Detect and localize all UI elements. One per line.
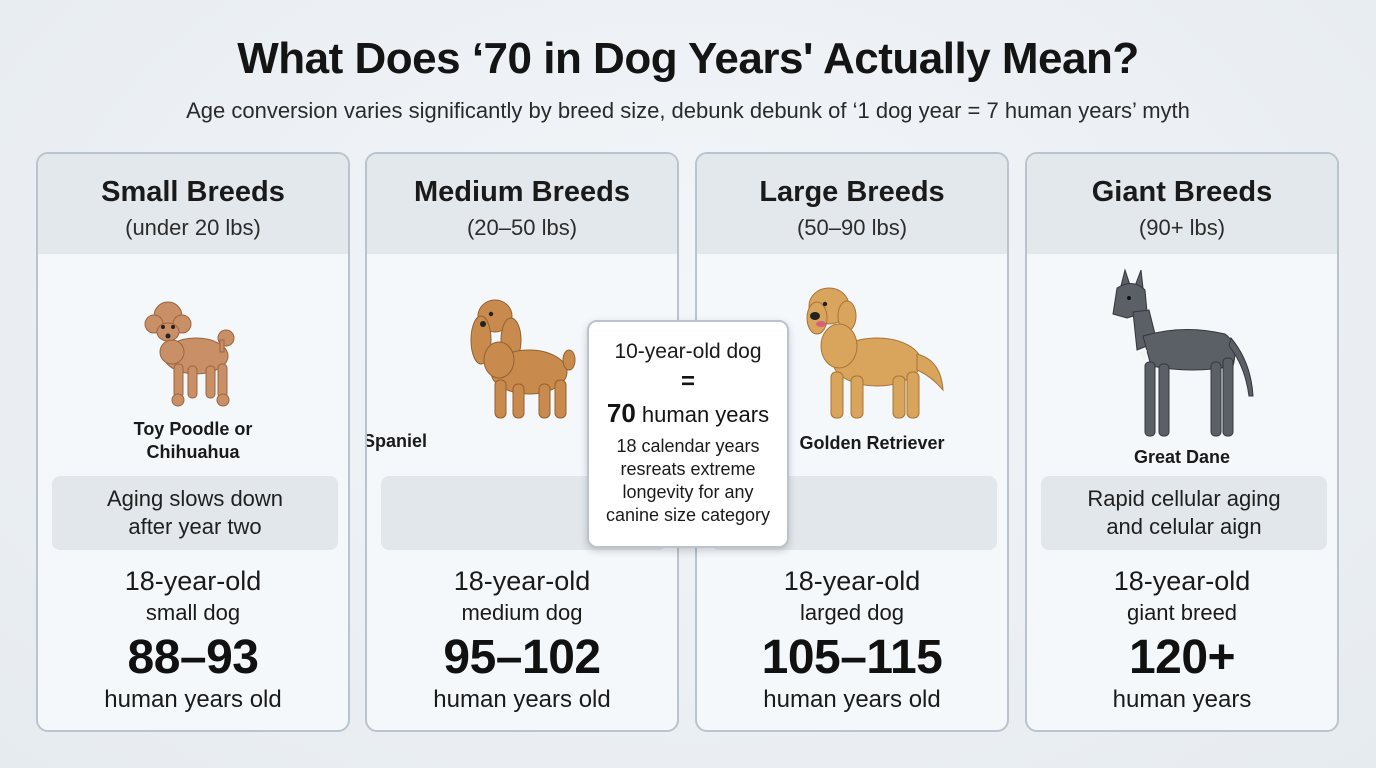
callout-equals-sign: = [680,368,695,395]
dog-age: 18-year-old [124,566,262,596]
human-age-range: 95–102 [443,631,601,684]
callout-note-line4: canine size category [605,505,771,525]
card-weight-range: (under 20 lbs) [125,215,261,240]
callout-note-line3: longevity for any [622,482,754,502]
breed-name: Golden Retriever [799,433,945,453]
cocker-spaniel-icon [470,299,576,419]
breed-name-line2: Chihuahua [146,442,240,462]
dog-age: 18-year-old [1113,566,1251,596]
human-age-range: 105–115 [761,631,943,684]
dog-age: 18-year-old [453,566,591,596]
human-age-range: 88–93 [127,631,259,684]
callout-note-line2: resreats extreme [620,459,756,479]
poodle-icon [144,301,235,407]
dog-illustration-area [697,254,1007,474]
human-age-unit: human years [1112,686,1252,713]
callout-note: 18 calendar years resreats extreme longe… [589,435,787,527]
great-dane-icon [1112,268,1254,437]
dog-size-label: larged dog [800,600,904,625]
breed-name-line1: Toy Poodle or [133,419,253,439]
card-small-breeds: Small Breeds (under 20 lbs) [36,152,350,732]
card-title: Giant Breeds [1091,176,1273,208]
card-giant-breeds: Giant Breeds (90+ lbs) Great Dane Rapid … [1025,152,1339,732]
card-title: Large Breeds [759,176,945,208]
dog-illustration-area [38,254,348,474]
human-age-unit: human years old [433,686,611,713]
breed-name: Great Dane [1133,447,1231,467]
card-title: Small Breeds [101,176,285,208]
page-title: What Does ‘70 in Dog Years' Actually Mea… [237,34,1139,83]
aging-note-line1: Rapid cellular aging [1087,486,1281,511]
breed-name: Cocker Spaniel [365,431,428,451]
callout-dog-age: 10-year-old dog [614,340,762,363]
conversion-callout: 10-year-old dog = 70 human years 18 cale… [587,320,789,548]
dog-size-label: medium dog [461,600,583,625]
dog-illustration-area [1027,254,1337,474]
callout-note-line1: 18 calendar years [616,436,760,456]
card-header: Small Breeds (under 20 lbs) [38,154,348,254]
card-header: Giant Breeds (90+ lbs) [1027,154,1337,254]
aging-note: Rapid cellular aging and celular aign [1041,476,1327,550]
dog-size-label: small dog [145,600,241,625]
card-weight-range: (20–50 lbs) [466,215,578,240]
aging-note-line2: and celular aign [1106,514,1262,539]
callout-value: 70 [606,398,636,428]
aging-note-line1: Aging slows down [106,486,284,511]
dog-illustration-area [367,254,677,474]
dog-size-label: giant breed [1126,600,1238,625]
human-age-unit: human years old [763,686,941,713]
card-header: Medium Breeds (20–50 lbs) [367,154,677,254]
callout-human-years: 70 human years [589,398,787,429]
card-weight-range: (90+ lbs) [1138,215,1226,240]
human-age-range: 120+ [1128,631,1236,684]
card-title: Medium Breeds [414,176,630,208]
human-age-unit: human years old [104,686,282,713]
golden-retriever-icon [806,287,944,419]
page-subtitle: Age conversion varies significantly by b… [186,98,1190,123]
aging-note-line2: after year two [128,514,262,539]
callout-value-unit: human years [641,402,770,427]
aging-note: Aging slows down after year two [52,476,338,550]
dog-age: 18-year-old [783,566,921,596]
card-weight-range: (50–90 lbs) [796,215,908,240]
card-header: Large Breeds (50–90 lbs) [697,154,1007,254]
